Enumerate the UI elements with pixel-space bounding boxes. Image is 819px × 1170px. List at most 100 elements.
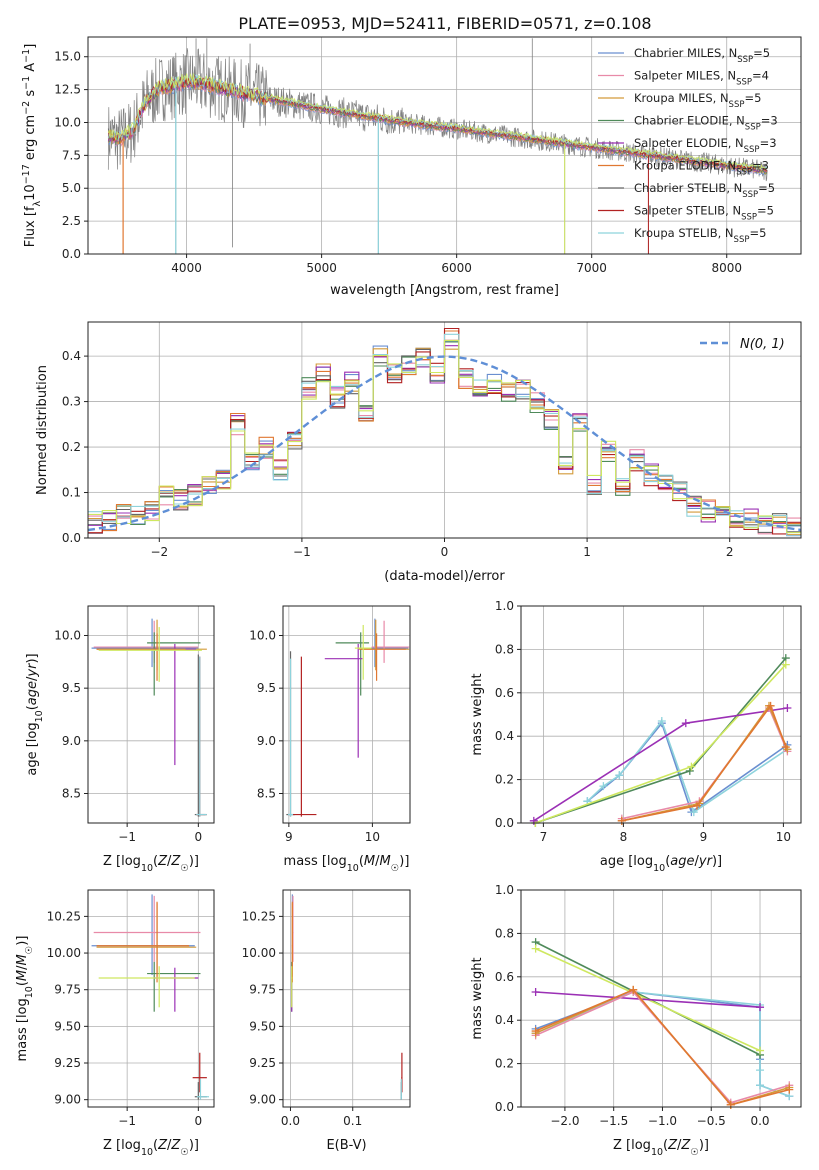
x-tick-label: 0	[441, 545, 449, 559]
errorbar-group	[286, 618, 410, 817]
y-tick-label: 9.25	[54, 1056, 81, 1070]
y-axis-label: mass weight	[470, 957, 485, 1039]
x-tick-label: −1.5	[599, 1114, 628, 1128]
y-tick-label: 9.25	[249, 1056, 276, 1070]
y-tick-label: 9.75	[249, 983, 276, 997]
weight-vs-Z-panel: −2.0 −1.5 −1.0 −0.5 0.0 0.0 0.2 0.4 0.6 0.8 1.0 Z […	[470, 883, 802, 1158]
weight-point-marker	[781, 660, 790, 669]
weight-lines	[531, 938, 794, 1109]
weight-lines	[529, 654, 792, 827]
y-tick-label: 0.4	[495, 729, 514, 743]
y-tick-label: 10.25	[47, 909, 81, 923]
weight-point-marker	[531, 944, 540, 953]
y-axis-label: mass weight	[470, 673, 485, 755]
spectrum-legend: Chabrier MILES, NSSP=5 Salpeter MILES, NS…	[598, 46, 778, 245]
axes-frame	[282, 605, 411, 824]
x-tick-label: −1	[118, 1114, 136, 1128]
y-tick-label: 0.2	[62, 440, 81, 454]
x-tick-label: −1	[293, 545, 311, 559]
weight-point-marker	[657, 717, 666, 726]
spectrum-panel: 4000 5000 6000 7000 8000 0.0 2.5 5.0 7.5 10.0 12.5…	[21, 36, 802, 298]
x-tick-label: 0.0	[750, 1114, 769, 1128]
errorbar-group	[291, 894, 403, 1100]
weight-point-marker	[756, 1046, 765, 1055]
x-axis-label: (data-model)/error	[384, 569, 505, 584]
legend-entry: Kroupa STELIB, NSSP=5	[634, 226, 766, 245]
y-axis-label: mass [log10(M/M☉)]	[15, 936, 35, 1062]
x-axis-label: mass [log10(M/M☉)]	[284, 854, 410, 874]
x-tick-label: 5000	[306, 261, 337, 275]
x-tick-label: 0.0	[281, 1114, 300, 1128]
y-tick-label: 0.6	[495, 970, 514, 984]
x-tick-label: 6000	[441, 261, 472, 275]
x-tick-label: 7000	[576, 261, 607, 275]
x-tick-label: 7	[540, 830, 548, 844]
x-axis-label: age [log10(age/yr)]	[600, 854, 722, 874]
y-tick-label: 10.00	[47, 946, 81, 960]
weight-series-line	[535, 988, 790, 1106]
x-tick-label: 4000	[171, 261, 202, 275]
weight-point-marker	[629, 985, 638, 994]
y-tick-label: 0.1	[62, 486, 81, 500]
legend-entry-normal: N(0, 1)	[740, 337, 785, 352]
weight-point-marker	[783, 703, 792, 712]
mass-vs-Z-panel: −1 0 9.00 9.25 9.50 9.75 10.00 10.25 Z [log10(Z/…	[15, 889, 215, 1158]
y-tick-label: 10.00	[242, 946, 276, 960]
x-tick-label: −0.5	[697, 1114, 726, 1128]
y-tick-label: 10.25	[242, 909, 276, 923]
y-tick-label: 0.2	[495, 773, 514, 787]
x-tick-label: 8000	[711, 261, 742, 275]
legend-entry: Salpeter ELODIE, NSSP=3	[634, 136, 777, 155]
age-vs-mass-panel: 9 10 8.5 9.0 9.5 10.0 mass [log10(M/M☉)]	[249, 605, 411, 874]
legend-entry: Salpeter STELIB, NSSP=5	[634, 204, 774, 223]
weight-point-marker	[599, 782, 608, 791]
normal-curve	[88, 355, 801, 532]
x-tick-label: 0	[195, 1114, 203, 1128]
legend-entry: Chabrier STELIB, NSSP=5	[634, 181, 775, 200]
x-tick-label: 10	[365, 830, 380, 844]
x-tick-label: 0.1	[343, 1114, 362, 1128]
y-tick-label: 0.8	[495, 642, 514, 656]
histogram-group	[88, 327, 801, 537]
y-tick-label: 12.5	[54, 83, 81, 97]
residual-histogram	[88, 339, 801, 534]
y-tick-label: 0.0	[62, 247, 81, 261]
weight-series-line	[535, 941, 761, 1056]
errorbar-group	[91, 618, 207, 817]
legend-entry: Chabrier ELODIE, NSSP=3	[634, 114, 778, 133]
y-tick-label: 10.0	[54, 628, 81, 642]
x-tick-label: 10	[776, 830, 791, 844]
y-tick-label: 10.0	[54, 115, 81, 129]
figure-title: PLATE=0953, MJD=52411, FIBERID=0571, z=0…	[238, 14, 651, 33]
y-tick-label: 0.4	[495, 1013, 514, 1027]
y-axis-label: Flux [fλ10−17 erg cm−2 s−1 A−1]	[21, 44, 43, 248]
weight-point-marker	[615, 771, 624, 780]
weight-point-marker	[693, 801, 701, 810]
y-tick-label: 8.5	[257, 787, 276, 801]
weight-point-marker	[756, 1081, 765, 1090]
weight-series-line	[535, 664, 787, 824]
y-tick-label: 0.8	[495, 926, 514, 940]
weight-series-line	[535, 657, 787, 824]
legend-entry: Kroupa MILES, NSSP=5	[634, 91, 761, 110]
y-tick-label: 0.3	[62, 395, 81, 409]
y-tick-label: 9.0	[62, 734, 81, 748]
x-tick-label: 2	[726, 545, 734, 559]
y-tick-label: 9.00	[249, 1093, 276, 1107]
weight-point-marker	[785, 1085, 794, 1094]
y-axis-label: age [log10(age/yr)]	[25, 653, 45, 775]
axes-frame	[520, 889, 802, 1108]
x-tick-label: 8	[620, 830, 628, 844]
x-axis-label: Z [log10(Z/Z☉)]	[103, 1138, 199, 1158]
y-tick-label: 15.0	[54, 50, 81, 64]
weight-series-line	[621, 704, 787, 822]
weight-point-marker	[689, 808, 698, 817]
residuals-panel: −2 −1 0 1 2 0.0 0.1 0.2 0.3 0.4 N(0, 1) (data-model…	[35, 321, 802, 584]
axes-frame	[87, 36, 802, 255]
y-tick-label: 8.5	[62, 787, 81, 801]
weight-point-marker	[681, 719, 690, 728]
y-tick-label: 9.50	[54, 1019, 81, 1033]
axes-frame	[520, 605, 802, 824]
age-vs-Z-panel: −1 0 8.5 9.0 9.5 10.0 Z [log10(Z/Z☉)] age [log1…	[25, 605, 215, 874]
x-tick-label: −1	[118, 830, 136, 844]
